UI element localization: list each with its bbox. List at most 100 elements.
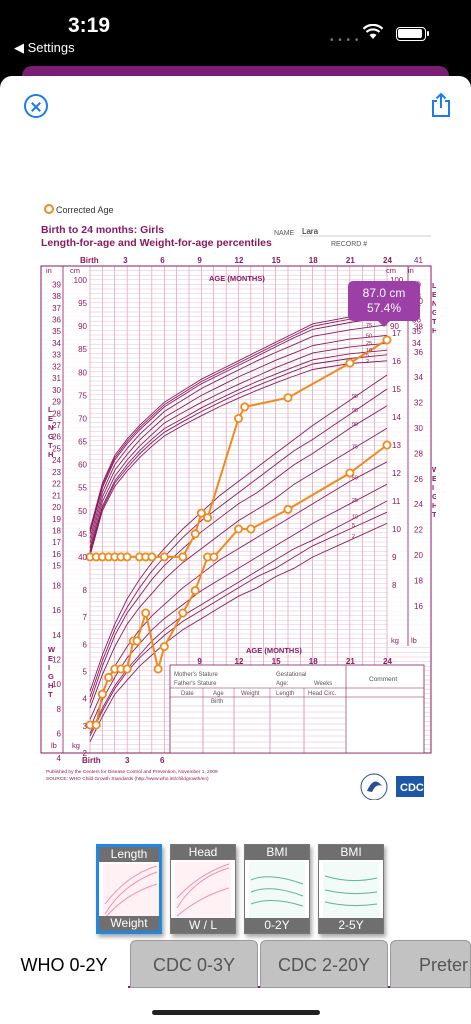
fathers-stature-label: Father's Stature bbox=[174, 681, 217, 687]
length-in-tick: 28 bbox=[52, 409, 61, 418]
length-in-tick: 22 bbox=[52, 480, 61, 489]
mothers-stature-label: Mother's Stature bbox=[174, 672, 218, 678]
cdc-logo-text: CDC bbox=[400, 782, 424, 794]
weight-percentile-label: 75 bbox=[352, 445, 358, 451]
chart-type-tabs: WHO 0-2Y CDC 0-3Y CDC 2-20Y Preter bbox=[0, 940, 471, 988]
length-in-tick: 27 bbox=[52, 421, 61, 430]
top-age-tick: 15 bbox=[272, 256, 281, 265]
left-weight-lb-tick: 14 bbox=[52, 631, 61, 640]
right-weight-lb-tick: 34 bbox=[414, 373, 423, 382]
record-label: RECORD # bbox=[331, 241, 367, 248]
col-head-circ: Head Circ. bbox=[308, 691, 337, 697]
weight-percentile-curve bbox=[89, 427, 388, 709]
length-percentile-label: 50 bbox=[366, 333, 372, 339]
weeks-label: Weeks bbox=[314, 681, 332, 687]
share-icon[interactable] bbox=[430, 92, 452, 118]
thumb-length-weight[interactable]: Length Weight bbox=[96, 844, 162, 934]
weight-percentile-label: 95 bbox=[352, 408, 358, 414]
tab-cdc-0-3y[interactable]: CDC 0-3Y bbox=[130, 940, 258, 988]
top-age-tick: 24 bbox=[383, 256, 392, 265]
length-in-tick: 23 bbox=[52, 468, 61, 477]
top-age-tick: 21 bbox=[346, 256, 355, 265]
length-data-point bbox=[159, 552, 169, 562]
thumb-preview bbox=[175, 862, 231, 918]
length-in-tick: 37 bbox=[52, 304, 61, 313]
home-indicator[interactable] bbox=[152, 1010, 320, 1015]
length-percentile-curve bbox=[89, 360, 388, 557]
weight-data-point bbox=[178, 608, 188, 618]
right-weight-kg-tick: 11 bbox=[392, 497, 401, 506]
legend-label: Corrected Age bbox=[56, 205, 114, 215]
close-button[interactable] bbox=[24, 94, 48, 118]
left-weight-lb-tick: 18 bbox=[52, 582, 61, 591]
right-weight-lb-tick: 24 bbox=[414, 500, 423, 509]
bottom-tick-3: 3 bbox=[125, 756, 130, 765]
weight-data-point bbox=[153, 664, 163, 674]
name-label: NAME bbox=[274, 230, 295, 237]
length-data-point bbox=[283, 393, 293, 403]
thumb-head-wl[interactable]: Head W / L bbox=[170, 844, 236, 934]
col-length: Length bbox=[276, 691, 294, 697]
top-age-tick: Birth bbox=[80, 256, 99, 265]
right-weight-kg-tick: 12 bbox=[392, 469, 401, 478]
chart-thumbnails: Length Weight Head W / L BMI 0-2Y BMI 2-… bbox=[96, 844, 386, 936]
weight-data-point bbox=[104, 672, 114, 682]
age-label: Age: bbox=[276, 681, 289, 687]
in-label-right: in bbox=[408, 266, 414, 275]
thumb-label-top: Head bbox=[171, 845, 235, 860]
length-in-tick: 17 bbox=[52, 538, 61, 547]
top-age-tick: 3 bbox=[123, 256, 128, 265]
chart-title: Birth to 24 months: Girls bbox=[41, 224, 164, 236]
weight-percentile-curve bbox=[89, 500, 388, 734]
tooltip-percentile: 57.4% bbox=[366, 301, 402, 315]
length-cm-tick: 75 bbox=[78, 391, 87, 400]
back-to-settings-link[interactable]: ◀ Settings bbox=[14, 40, 75, 55]
thumb-label-top: BMI bbox=[245, 845, 309, 860]
length-percentile-label: 25 bbox=[366, 341, 372, 347]
col-age: Age bbox=[213, 691, 224, 697]
right-weight-lb-tick: 20 bbox=[414, 551, 423, 560]
right-weight-lb-tick: 16 bbox=[414, 602, 423, 611]
footer-line2: SOURCE: WHO Child Growth Standards (http… bbox=[46, 776, 209, 782]
length-percentile-label: 5 bbox=[366, 353, 369, 359]
cm-label: cm bbox=[70, 266, 80, 275]
left-weight-kg-tick: 5 bbox=[83, 668, 88, 677]
length-cm-tick: 60 bbox=[78, 461, 87, 470]
value-tooltip: 87.0 cm 57.4% bbox=[348, 281, 420, 327]
weight-data-point bbox=[141, 608, 151, 618]
length-data-point bbox=[345, 358, 355, 368]
length-in-tick: 34 bbox=[52, 339, 61, 348]
left-weight-kg-tick: 7 bbox=[83, 613, 88, 622]
bottom-tick-6: 6 bbox=[160, 756, 165, 765]
mid-age-tick: 18 bbox=[309, 657, 318, 666]
col-date: Date bbox=[181, 691, 194, 697]
weight-data-point bbox=[91, 720, 101, 730]
thumb-preview bbox=[323, 862, 379, 918]
right-weight-kg-tick: 10 bbox=[392, 525, 401, 534]
thumb-label-bottom: W / L bbox=[171, 918, 235, 933]
length-cm-tick: 40 bbox=[78, 553, 87, 562]
length-data-point bbox=[233, 413, 243, 423]
length-in-tick: 26 bbox=[52, 433, 61, 442]
length-in-tick: 24 bbox=[52, 456, 61, 465]
left-weight-kg-tick: 6 bbox=[83, 640, 88, 649]
hhs-eagle-logo-icon bbox=[360, 773, 388, 800]
tab-cdc-2-20y[interactable]: CDC 2-20Y bbox=[260, 940, 388, 988]
weight-data-point bbox=[345, 468, 355, 478]
thumb-bmi-2-5y[interactable]: BMI 2-5Y bbox=[318, 844, 384, 934]
age-axis-label-mid: AGE (MONTHS) bbox=[246, 646, 302, 655]
right-weight-kg-tick: 13 bbox=[392, 441, 401, 450]
tab-who-0-2y[interactable]: WHO 0-2Y bbox=[0, 940, 128, 988]
right-weight-kg-tick: 15 bbox=[392, 385, 401, 394]
left-weight-lb-tick: 4 bbox=[57, 754, 62, 763]
tab-preterm[interactable]: Preter bbox=[390, 940, 471, 988]
right-weight-kg-tick: 9 bbox=[392, 553, 397, 562]
weight-data-point bbox=[246, 524, 256, 534]
top-right-tick: 41 bbox=[414, 256, 423, 265]
thumb-bmi-0-2y[interactable]: BMI 0-2Y bbox=[244, 844, 310, 934]
right-weight-lb-tick: 32 bbox=[414, 399, 423, 408]
top-age-tick: 9 bbox=[197, 256, 202, 265]
